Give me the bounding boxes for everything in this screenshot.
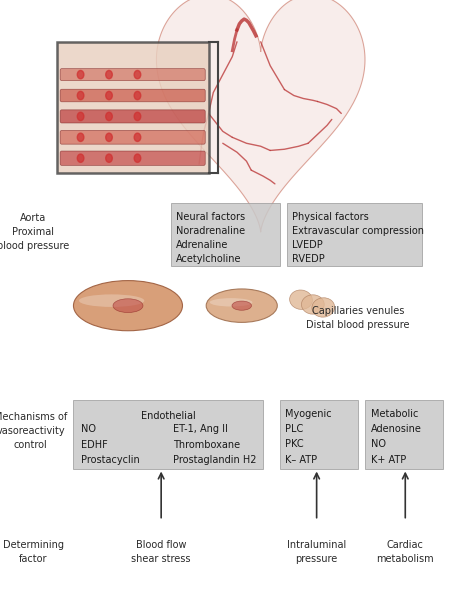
Text: Prostaglandin H2: Prostaglandin H2 [173,455,256,465]
Text: Cardiac
metabolism: Cardiac metabolism [376,540,434,564]
Circle shape [77,70,84,79]
Text: Endothelial: Endothelial [141,411,196,421]
FancyBboxPatch shape [287,203,422,266]
Ellipse shape [232,301,252,310]
FancyBboxPatch shape [60,110,205,123]
FancyBboxPatch shape [60,130,205,144]
FancyBboxPatch shape [73,400,263,469]
Circle shape [77,154,84,162]
Text: NO: NO [81,424,96,435]
Text: Thromboxane: Thromboxane [173,440,240,450]
Text: Neural factors: Neural factors [176,212,246,222]
Text: NO: NO [371,439,386,450]
Ellipse shape [73,281,182,331]
FancyBboxPatch shape [60,89,205,101]
Text: Mechanisms of
vasoreactivity
control: Mechanisms of vasoreactivity control [0,412,67,450]
Text: K– ATP: K– ATP [285,455,318,464]
Polygon shape [156,0,365,232]
Text: K+ ATP: K+ ATP [371,455,406,464]
FancyBboxPatch shape [171,203,280,266]
Text: Determining
factor: Determining factor [3,540,64,564]
Ellipse shape [79,294,145,307]
Circle shape [134,70,141,79]
FancyBboxPatch shape [280,400,358,469]
Text: Intraluminal
pressure: Intraluminal pressure [287,540,346,564]
Ellipse shape [301,295,324,314]
Text: Noradrenaline: Noradrenaline [176,226,246,236]
Circle shape [134,91,141,100]
Ellipse shape [210,298,252,306]
Text: Extravascular compression: Extravascular compression [292,226,424,236]
Circle shape [106,112,112,121]
Text: PKC: PKC [285,439,304,450]
Text: Acetylcholine: Acetylcholine [176,254,242,264]
FancyBboxPatch shape [60,151,205,165]
Circle shape [134,133,141,141]
Text: EDHF: EDHF [81,440,107,450]
Circle shape [134,112,141,121]
Circle shape [77,112,84,121]
Text: PLC: PLC [285,424,304,434]
Ellipse shape [113,298,143,313]
Ellipse shape [206,289,277,322]
Text: Prostacyclin: Prostacyclin [81,455,139,465]
Text: Adrenaline: Adrenaline [176,240,228,250]
Text: Aorta
Proximal
blood pressure: Aorta Proximal blood pressure [0,213,69,251]
FancyBboxPatch shape [60,69,205,81]
Text: Metabolic: Metabolic [371,409,418,419]
Text: Blood flow
shear stress: Blood flow shear stress [131,540,191,564]
Ellipse shape [290,290,312,309]
FancyBboxPatch shape [365,400,443,469]
Ellipse shape [312,298,335,317]
Circle shape [106,70,112,79]
Text: Myogenic: Myogenic [285,409,332,419]
Text: Physical factors: Physical factors [292,212,369,222]
Text: Adenosine: Adenosine [371,424,421,434]
FancyBboxPatch shape [57,42,209,173]
Text: RVEDP: RVEDP [292,254,325,264]
Text: Capillaries venules
Distal blood pressure: Capillaries venules Distal blood pressur… [306,306,410,330]
Circle shape [77,91,84,100]
Circle shape [106,133,112,141]
Text: LVEDP: LVEDP [292,240,323,250]
Circle shape [106,91,112,100]
Circle shape [77,133,84,141]
Circle shape [106,154,112,162]
Text: ET-1, Ang II: ET-1, Ang II [173,424,228,435]
Circle shape [134,154,141,162]
